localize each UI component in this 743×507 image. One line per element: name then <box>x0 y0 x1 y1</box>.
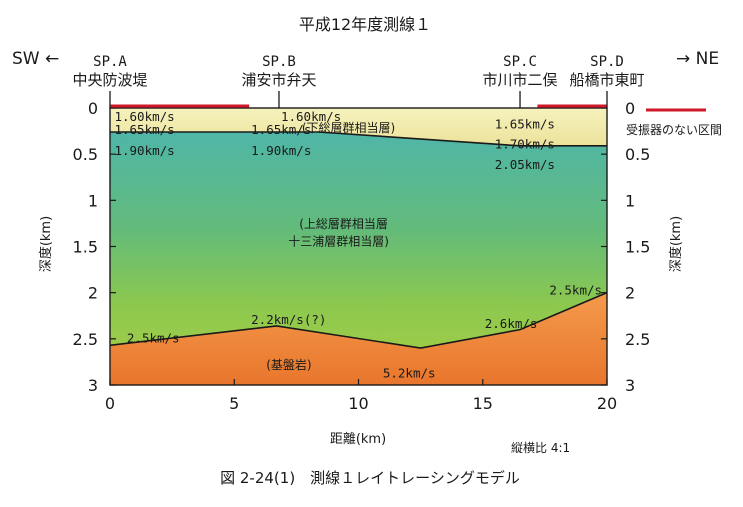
y-tick-label-right: 0.5 <box>625 145 650 164</box>
y-tick-label-left: 1.5 <box>73 238 98 257</box>
plot-area: 0 00.5 0.51 11.5 1.52 22.5 2.53 30 5 10 15 20SP.A中央… <box>72 54 706 413</box>
x-tick-label: 0 <box>105 394 115 413</box>
y-tick-label-right: 0 <box>625 99 635 118</box>
x-tick-label: 15 <box>473 394 493 413</box>
zone-label: (上総層群相当層 <box>299 217 388 231</box>
x-tick-label: 5 <box>229 394 239 413</box>
legend-no-receiver-label: 受振器のない区間 <box>626 123 722 137</box>
velocity-label: 2.2km/s(?) <box>251 312 326 327</box>
shotpoint-name: 船橋市東町 <box>569 71 644 89</box>
y-tick-label-left: 3 <box>88 376 98 395</box>
layer-1 <box>110 132 607 349</box>
velocity-label: 2.5km/s <box>127 331 180 346</box>
y-tick-label-right: 1.5 <box>625 238 650 257</box>
direction-sw: SW ← <box>12 49 59 69</box>
shotpoint-id: SP.D <box>590 54 624 70</box>
velocity-label: 1.90km/s <box>114 143 174 158</box>
layer-0 <box>110 108 607 146</box>
layer-boundary-1 <box>110 131 607 147</box>
x-tick-label: 10 <box>348 394 368 413</box>
direction-ne: → NE <box>676 49 719 69</box>
y-tick-label-right: 2.5 <box>625 330 650 349</box>
shotpoint-name: 中央防波堤 <box>72 71 147 89</box>
layer-boundary-2 <box>109 291 608 349</box>
y-tick-label-left: 1 <box>88 191 98 210</box>
shotpoint-name: 浦安市弁天 <box>241 71 316 89</box>
shotpoint-id: SP.A <box>93 54 127 70</box>
y-axis-label-left: 深度(km) <box>38 216 54 272</box>
y-tick-label-right: 3 <box>625 376 635 395</box>
y-axis-label-right: 深度(km) <box>668 216 684 272</box>
y-tick-label-left: 0.5 <box>73 145 98 164</box>
y-tick-label-right: 1 <box>625 191 635 210</box>
y-tick-label-left: 0 <box>88 99 98 118</box>
velocity-label: 1.65km/s <box>251 122 311 137</box>
velocity-label: 1.65km/s <box>114 122 174 137</box>
velocity-label: 1.60km/s <box>114 109 174 124</box>
shotpoint-name: 市川市二俣 <box>483 71 558 89</box>
shotpoint-id: SP.C <box>503 54 537 70</box>
x-tick-label: 20 <box>597 394 617 413</box>
velocity-label: 5.2km/s <box>383 366 436 381</box>
chart-title: 平成12年度測線１ <box>299 15 431 34</box>
velocity-label: 1.70km/s <box>495 137 555 152</box>
shotpoint-id: SP.B <box>262 54 296 70</box>
y-tick-label-left: 2.5 <box>73 330 98 349</box>
zone-label: (基盤岩) <box>266 357 311 372</box>
velocity-label: 1.65km/s <box>495 116 555 131</box>
y-tick-label-left: 2 <box>88 284 98 303</box>
x-axis-label: 距離(km) <box>330 432 386 447</box>
velocity-label: 2.05km/s <box>495 157 555 172</box>
velocity-label: 2.6km/s <box>485 316 538 331</box>
velocity-label: 2.5km/s <box>549 283 602 298</box>
velocity-label: 1.90km/s <box>251 143 311 158</box>
scale-note: 縦横比 4:1 <box>511 441 570 455</box>
y-tick-label-right: 2 <box>625 284 635 303</box>
zone-label: (下総層群相当層) <box>302 121 395 135</box>
velocity-label: 1.60km/s <box>281 109 341 124</box>
figure-caption: 図 2-24(1) 測線１レイトレーシングモデル <box>220 469 520 487</box>
zone-label: 十三浦層群相当層) <box>288 234 389 248</box>
